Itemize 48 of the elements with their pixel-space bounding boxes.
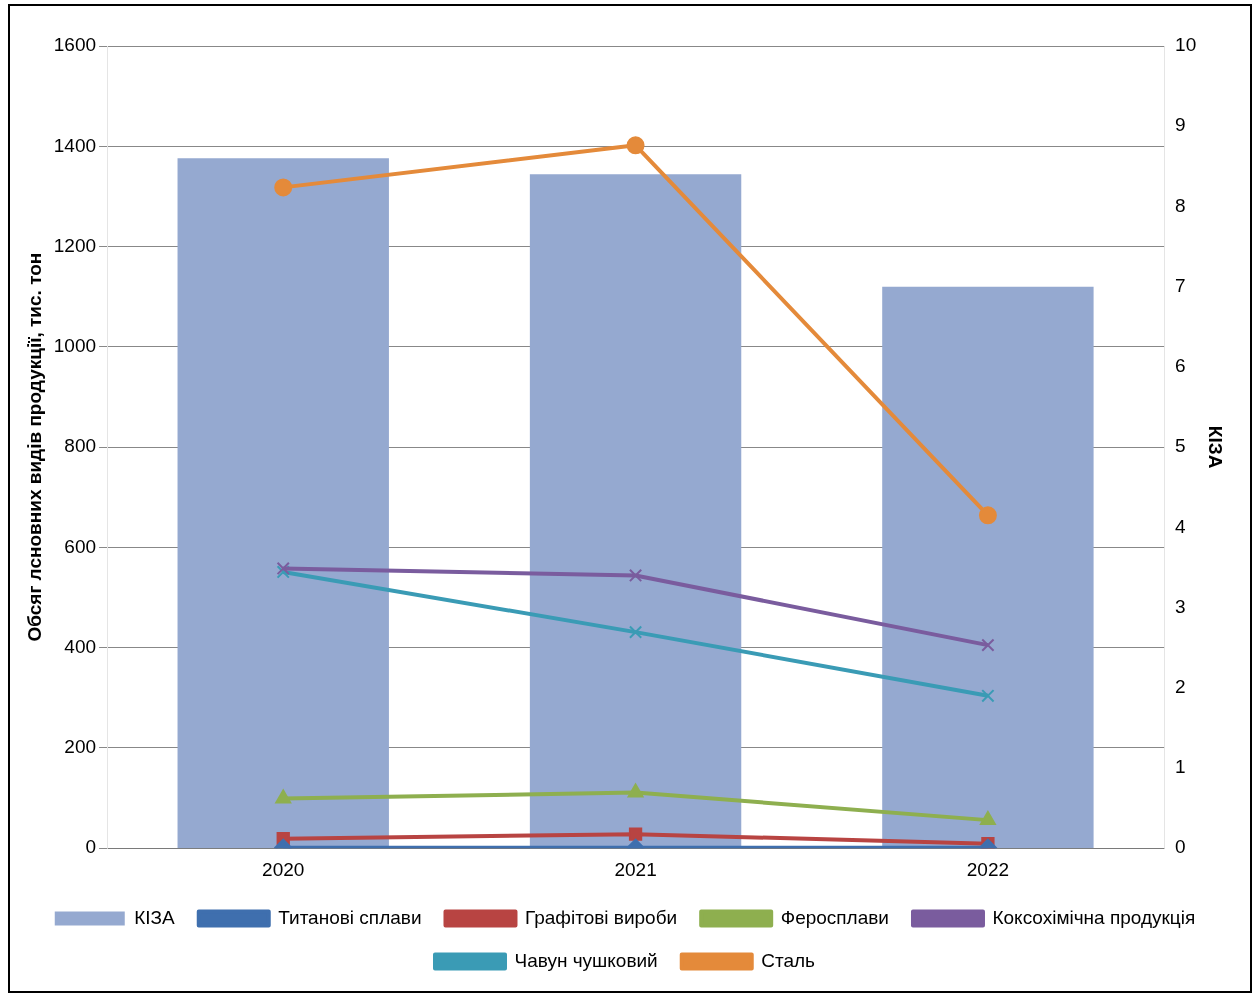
point bbox=[276, 565, 290, 579]
legend-label: Сталь bbox=[761, 949, 816, 971]
y-tick-label: 1200 bbox=[53, 234, 97, 256]
point bbox=[981, 638, 995, 652]
bar bbox=[882, 286, 1094, 849]
y2-tick-label: 5 bbox=[1175, 435, 1186, 457]
legend-label: Титанові сплави bbox=[278, 906, 422, 928]
y-tick-label: 1400 bbox=[53, 134, 97, 156]
y-tick-label: 800 bbox=[64, 435, 97, 457]
y-tick-label: 1000 bbox=[53, 335, 97, 357]
y2-tick-label: 1 bbox=[1175, 756, 1186, 778]
point bbox=[275, 789, 292, 804]
bar bbox=[177, 158, 389, 849]
y2-axis-title: КІЗА bbox=[1205, 425, 1227, 469]
x-tick-label: 2020 bbox=[262, 858, 305, 880]
point bbox=[627, 783, 644, 798]
point bbox=[979, 811, 996, 826]
point bbox=[981, 689, 995, 703]
y-tick-label: 1600 bbox=[53, 34, 97, 56]
y-tick-label: 200 bbox=[64, 736, 97, 758]
legend-label: Коксохімічна продукція bbox=[992, 906, 1196, 928]
y2-tick-label: 4 bbox=[1175, 515, 1187, 537]
x-tick-label: 2022 bbox=[966, 858, 1010, 880]
y-axis-title: Обсяг лсновних видів продукції, тис. тон bbox=[23, 252, 45, 642]
y2-tick-label: 8 bbox=[1175, 194, 1186, 216]
y2-tick-label: 2 bbox=[1175, 675, 1186, 697]
bar bbox=[529, 174, 742, 849]
y2-tick-label: 7 bbox=[1175, 274, 1186, 296]
y2-tick-label: 9 bbox=[1175, 114, 1186, 136]
y2-tick-label: 10 bbox=[1175, 34, 1197, 56]
point bbox=[978, 506, 997, 525]
point bbox=[628, 625, 643, 639]
point bbox=[628, 827, 643, 841]
point bbox=[274, 178, 293, 197]
legend-label: Графітові вироби bbox=[524, 906, 678, 928]
point bbox=[626, 136, 645, 155]
legend-label: Феросплави bbox=[780, 906, 889, 928]
y2-tick-label: 0 bbox=[1175, 836, 1186, 858]
x-tick-label: 2021 bbox=[614, 858, 657, 880]
y2-tick-label: 3 bbox=[1175, 595, 1186, 617]
legend-label: Чавун чушковий bbox=[514, 949, 658, 971]
y2-tick-label: 6 bbox=[1175, 355, 1186, 377]
point bbox=[628, 568, 643, 583]
y-tick-label: 600 bbox=[64, 535, 97, 557]
y-tick-label: 0 bbox=[85, 836, 97, 858]
point bbox=[276, 561, 290, 576]
legend-label: КІЗА bbox=[134, 906, 176, 928]
y-tick-label: 400 bbox=[64, 635, 97, 657]
